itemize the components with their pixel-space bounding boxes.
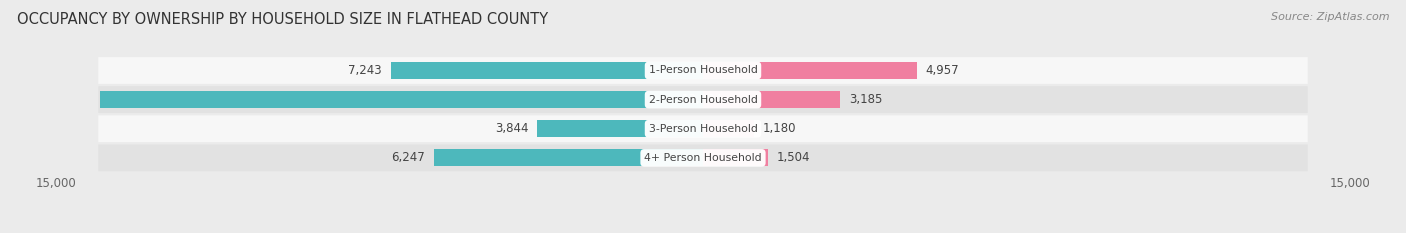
Text: 7,243: 7,243 bbox=[349, 64, 382, 77]
Text: OCCUPANCY BY OWNERSHIP BY HOUSEHOLD SIZE IN FLATHEAD COUNTY: OCCUPANCY BY OWNERSHIP BY HOUSEHOLD SIZE… bbox=[17, 12, 548, 27]
FancyBboxPatch shape bbox=[98, 86, 1308, 113]
Bar bbox=[100, 91, 703, 108]
Text: 6,247: 6,247 bbox=[391, 151, 425, 164]
Text: 3,185: 3,185 bbox=[849, 93, 883, 106]
Bar bbox=[537, 120, 703, 137]
Text: 4+ Person Household: 4+ Person Household bbox=[644, 153, 762, 163]
Bar bbox=[391, 62, 703, 79]
Bar bbox=[703, 62, 917, 79]
Text: 2-Person Household: 2-Person Household bbox=[648, 95, 758, 105]
Text: 3-Person Household: 3-Person Household bbox=[648, 124, 758, 134]
Text: 3,844: 3,844 bbox=[495, 122, 529, 135]
Text: 4,957: 4,957 bbox=[925, 64, 959, 77]
Text: 1,180: 1,180 bbox=[762, 122, 796, 135]
Text: 1-Person Household: 1-Person Household bbox=[648, 65, 758, 75]
Bar bbox=[703, 149, 768, 166]
Text: 1,504: 1,504 bbox=[776, 151, 810, 164]
FancyBboxPatch shape bbox=[98, 57, 1308, 84]
Text: 13,994: 13,994 bbox=[682, 93, 723, 106]
FancyBboxPatch shape bbox=[98, 144, 1308, 171]
Bar bbox=[703, 120, 754, 137]
Bar bbox=[433, 149, 703, 166]
FancyBboxPatch shape bbox=[98, 115, 1308, 142]
Text: Source: ZipAtlas.com: Source: ZipAtlas.com bbox=[1271, 12, 1389, 22]
Bar bbox=[703, 91, 841, 108]
